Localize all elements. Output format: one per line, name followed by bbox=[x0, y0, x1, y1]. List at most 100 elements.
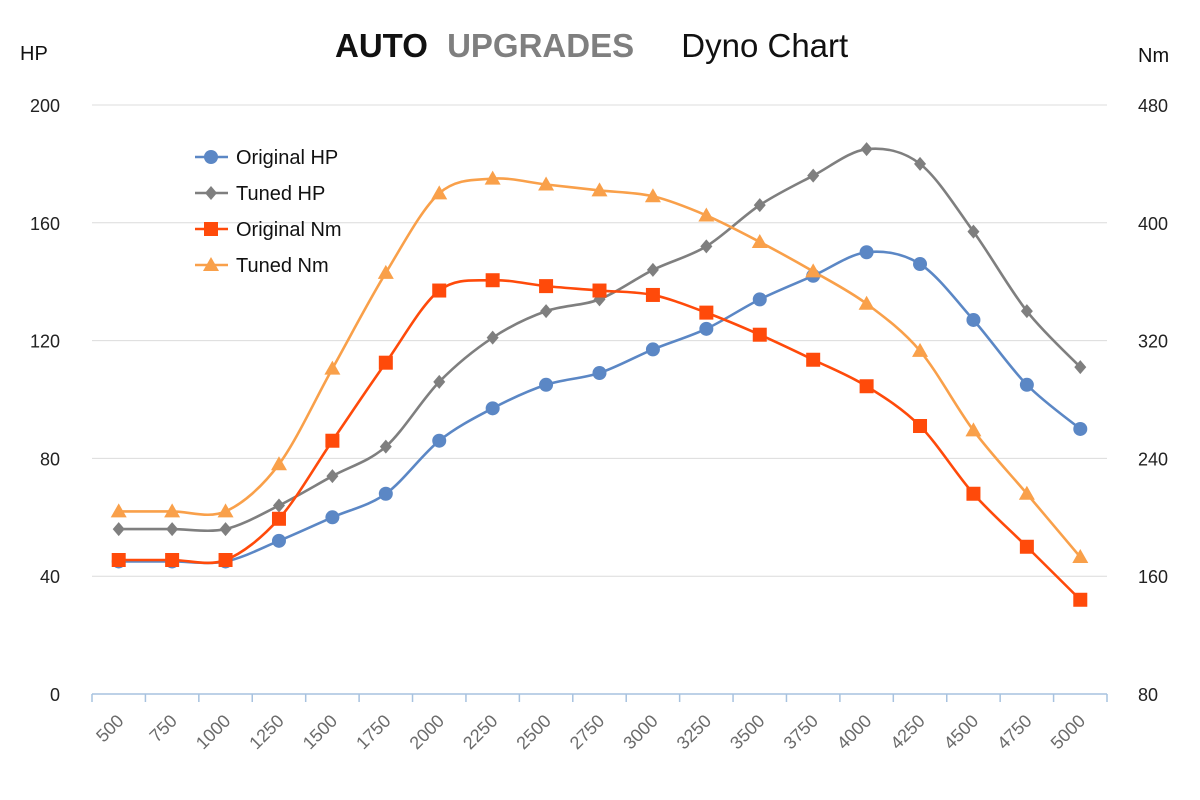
x-tick-label: 4500 bbox=[940, 711, 982, 753]
data-point-circle bbox=[913, 257, 928, 272]
data-point-circle bbox=[1019, 377, 1034, 392]
data-point-square bbox=[699, 305, 714, 320]
data-point-square bbox=[913, 419, 928, 434]
svg-text:AUTO UPGRADES Dyno: AUTO UPGRADES Dyno Chart bbox=[335, 27, 848, 64]
data-point-square bbox=[432, 283, 447, 298]
data-point-triangle bbox=[751, 233, 768, 248]
data-point-square bbox=[218, 553, 233, 568]
right-tick-label: 160 bbox=[1138, 567, 1168, 587]
legend-label: Tuned Nm bbox=[236, 255, 329, 277]
title-subtitle: Dyno Chart bbox=[681, 27, 848, 64]
title-auto: AUTO bbox=[335, 27, 428, 64]
data-point-triangle bbox=[858, 295, 875, 310]
data-point-diamond bbox=[753, 198, 766, 213]
data-point-circle bbox=[485, 401, 500, 416]
data-point-square bbox=[271, 511, 286, 526]
data-point-diamond bbox=[967, 224, 980, 239]
right-tick-label: 320 bbox=[1138, 332, 1168, 352]
data-point-circle bbox=[752, 292, 767, 307]
data-point-diamond bbox=[1020, 304, 1033, 319]
x-tick-label: 750 bbox=[146, 711, 181, 746]
data-point-triangle bbox=[431, 185, 448, 200]
data-point-diamond bbox=[860, 142, 873, 157]
data-point-triangle bbox=[164, 503, 181, 518]
legend: Original HP Tuned HP Original Nm Tuned Nm bbox=[195, 147, 342, 277]
x-tick-label: 3250 bbox=[673, 711, 715, 753]
series-markers bbox=[110, 142, 1089, 607]
data-point-diamond bbox=[646, 262, 659, 277]
gridlines bbox=[92, 104, 1107, 577]
data-point-square bbox=[165, 553, 180, 568]
data-point-triangle bbox=[912, 342, 929, 357]
data-point-diamond bbox=[166, 522, 179, 537]
data-point-circle bbox=[325, 510, 340, 525]
data-point-square bbox=[859, 379, 874, 394]
data-point-diamond bbox=[486, 330, 499, 345]
data-point-diamond bbox=[540, 304, 553, 319]
data-point-triangle bbox=[805, 263, 822, 278]
right-tick-label: 80 bbox=[1138, 685, 1158, 705]
left-tick-label: 0 bbox=[50, 685, 60, 705]
right-tick-label: 480 bbox=[1138, 96, 1168, 116]
data-point-square bbox=[485, 273, 500, 288]
x-tick-label: 1250 bbox=[245, 711, 287, 753]
x-tick-label: 3500 bbox=[726, 711, 768, 753]
legend-diamond-icon bbox=[205, 186, 217, 200]
data-point-circle bbox=[432, 433, 447, 448]
title-upgrades: UPGRADES bbox=[447, 27, 634, 64]
data-point-diamond bbox=[807, 168, 820, 183]
data-point-triangle bbox=[965, 422, 982, 437]
data-point-square bbox=[645, 287, 660, 302]
x-tick-label: 2750 bbox=[566, 711, 608, 753]
data-point-diamond bbox=[914, 156, 927, 171]
data-point-triangle bbox=[217, 503, 234, 518]
data-point-square bbox=[378, 355, 393, 370]
x-tick-label: 1500 bbox=[299, 711, 341, 753]
data-point-diamond bbox=[112, 522, 125, 537]
data-point-circle bbox=[271, 533, 286, 548]
left-tick-label: 40 bbox=[40, 567, 60, 587]
left-tick-label: 80 bbox=[40, 449, 60, 469]
x-tick-label: 2000 bbox=[406, 711, 448, 753]
legend-label: Original HP bbox=[236, 147, 338, 169]
x-tick-label: 1000 bbox=[192, 711, 234, 753]
data-point-square bbox=[539, 279, 554, 294]
data-point-triangle bbox=[1018, 485, 1035, 500]
x-tick-label: 1750 bbox=[352, 711, 394, 753]
data-point-diamond bbox=[1074, 360, 1087, 375]
data-point-triangle bbox=[538, 176, 555, 191]
left-tick-label: 120 bbox=[30, 332, 60, 352]
data-point-square bbox=[1073, 592, 1088, 607]
x-tick-label: 2500 bbox=[512, 711, 554, 753]
data-point-diamond bbox=[272, 498, 285, 513]
right-axis-unit: Nm bbox=[1138, 45, 1169, 67]
data-point-square bbox=[111, 553, 126, 568]
data-point-circle bbox=[645, 342, 660, 357]
data-point-triangle bbox=[1072, 549, 1089, 564]
data-point-diamond bbox=[326, 469, 339, 484]
data-point-triangle bbox=[270, 456, 287, 471]
legend-square-icon bbox=[204, 222, 218, 236]
data-point-square bbox=[806, 352, 821, 367]
data-point-triangle bbox=[377, 264, 394, 279]
left-axis-unit: HP bbox=[20, 43, 48, 65]
left-tick-label: 160 bbox=[30, 214, 60, 234]
data-point-circle bbox=[699, 321, 714, 336]
data-point-triangle bbox=[644, 188, 661, 203]
x-tick-label: 3000 bbox=[619, 711, 661, 753]
x-tick-label: 5000 bbox=[1047, 711, 1089, 753]
data-point-square bbox=[966, 486, 981, 501]
data-point-circle bbox=[378, 486, 393, 501]
legend-triangle-icon bbox=[203, 257, 219, 271]
chart-title: AUTO UPGRADES Dyno Chart bbox=[335, 27, 848, 64]
data-point-triangle bbox=[110, 503, 127, 518]
series-line-tuned-hp bbox=[118, 147, 1082, 533]
data-point-square bbox=[752, 327, 767, 342]
data-point-square bbox=[1019, 539, 1034, 554]
right-tick-label: 240 bbox=[1138, 449, 1168, 469]
data-point-circle bbox=[1073, 421, 1088, 436]
data-point-circle bbox=[592, 365, 607, 380]
series-line-original-nm bbox=[118, 278, 1082, 601]
data-point-diamond bbox=[433, 374, 446, 389]
data-point-square bbox=[325, 433, 340, 448]
